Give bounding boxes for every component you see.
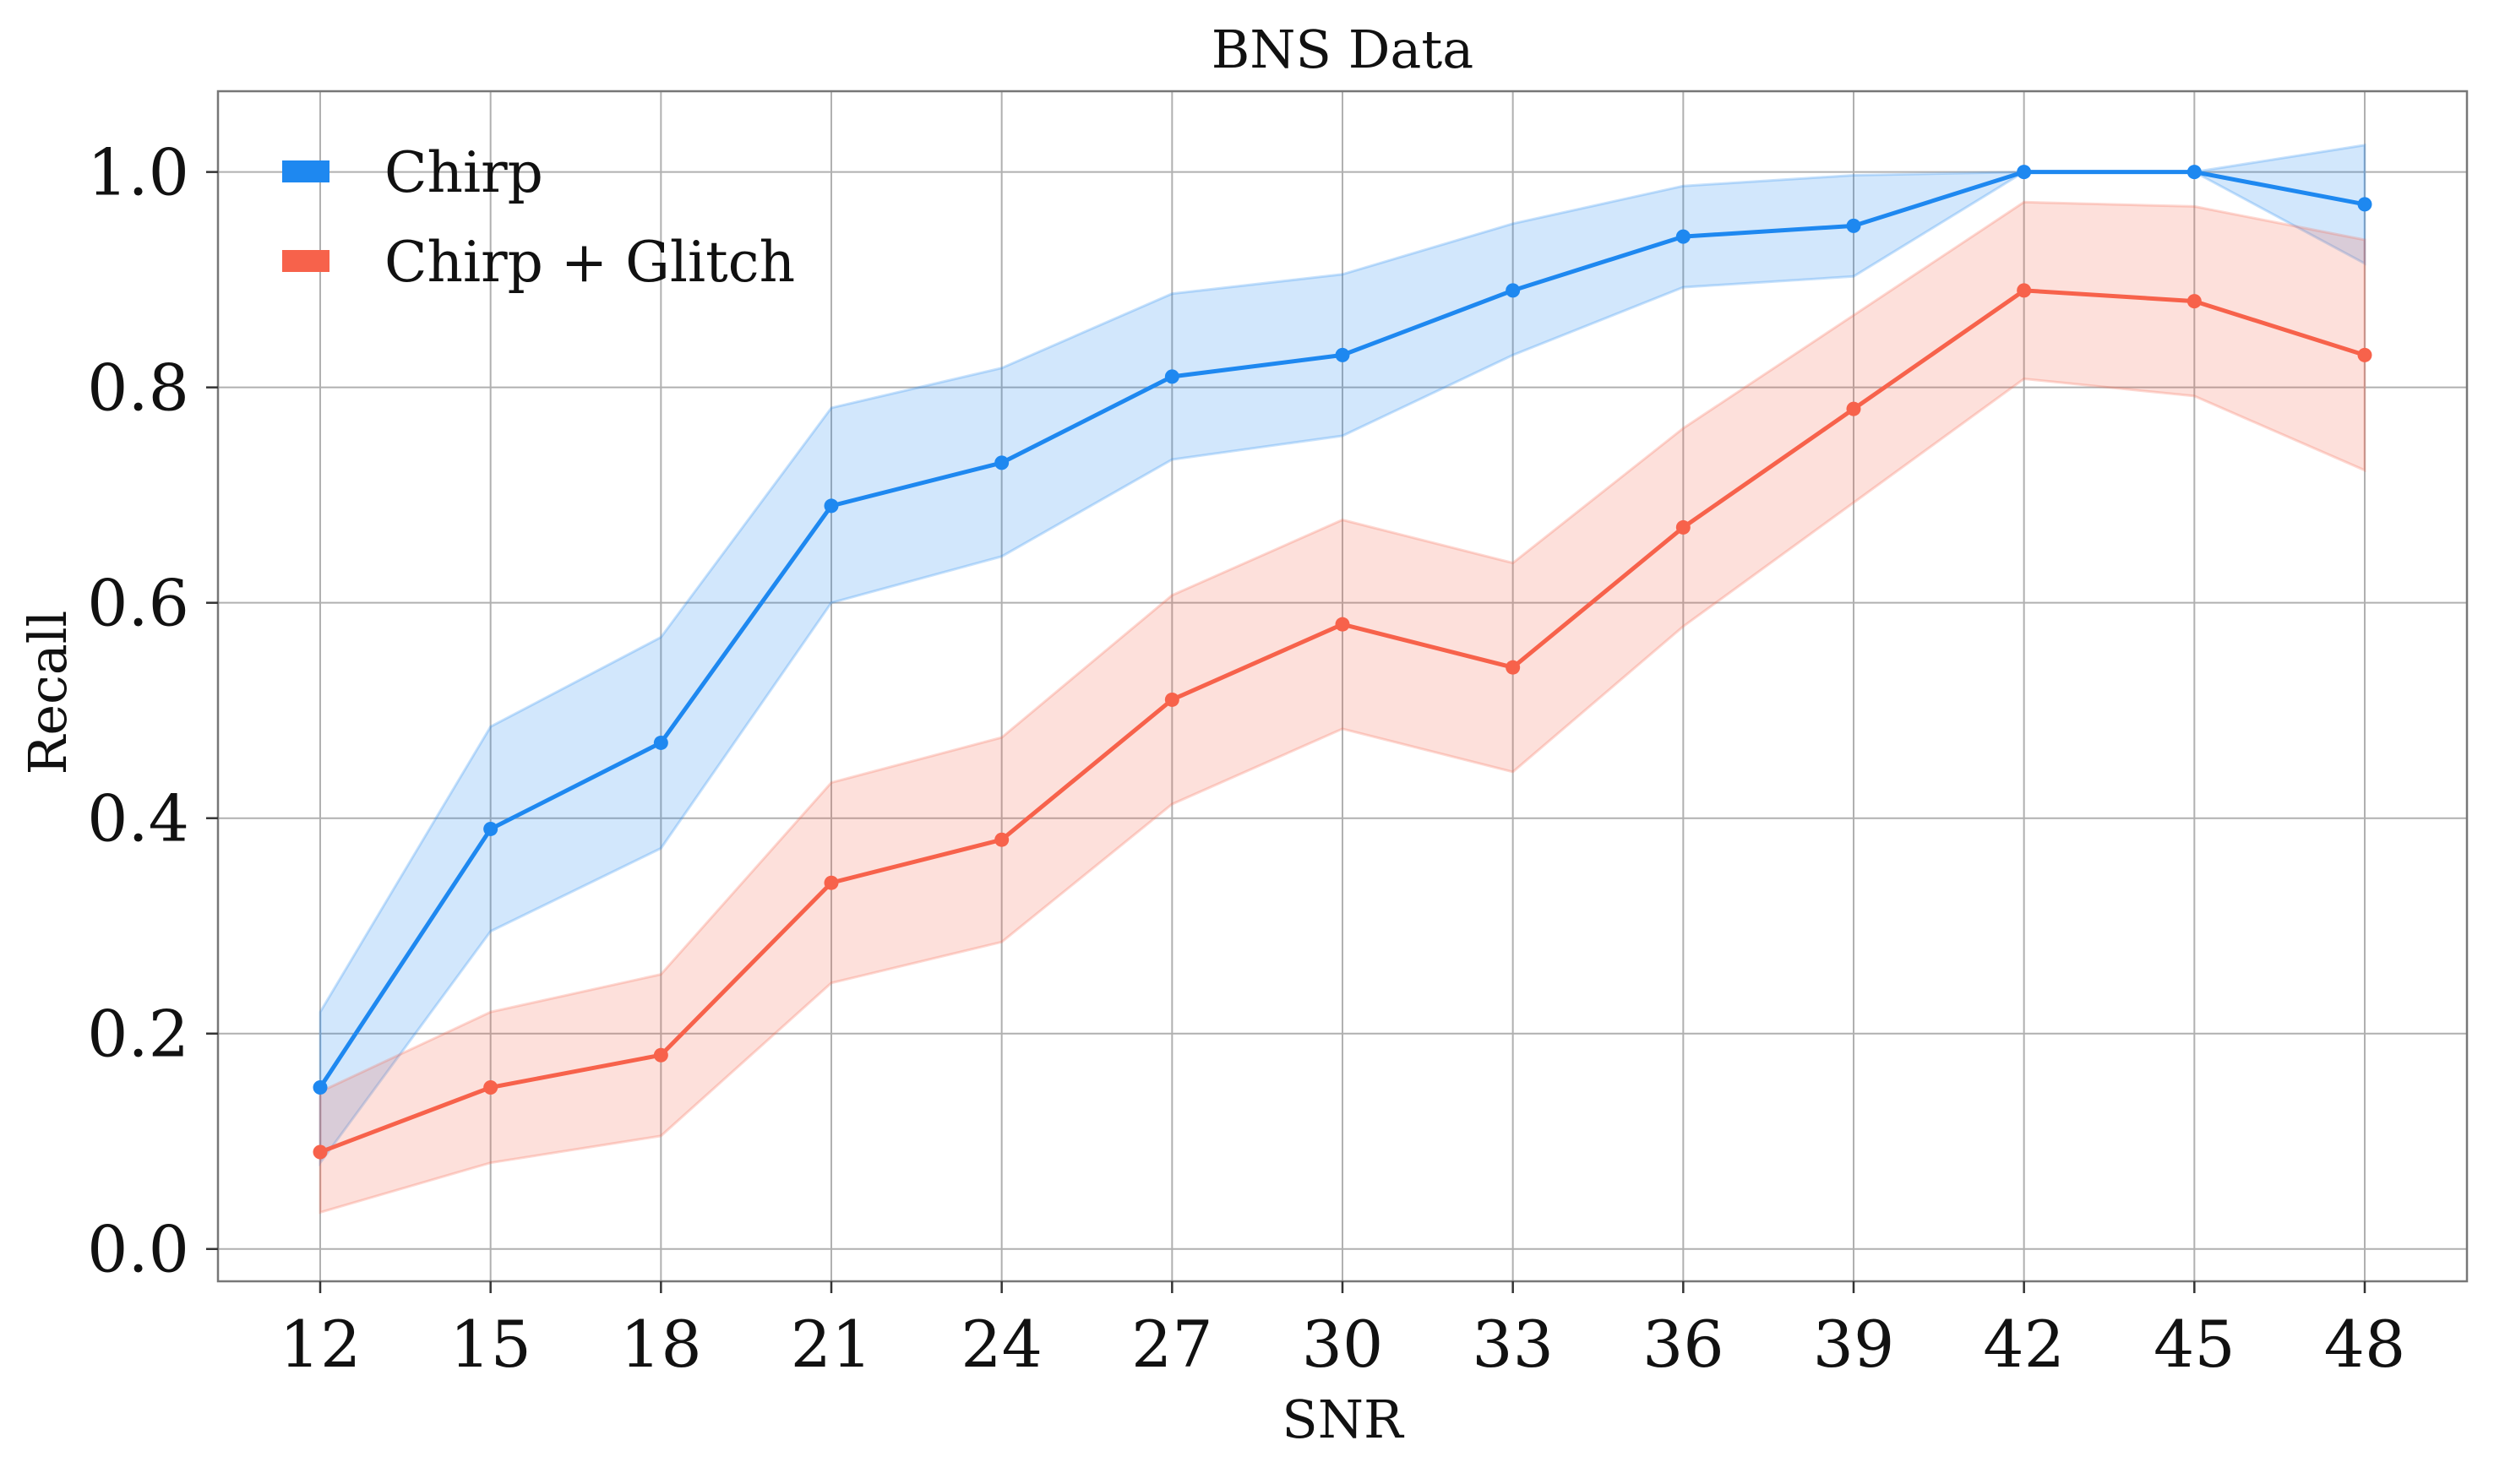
point-chirp-glitch	[313, 1144, 328, 1160]
point-chirp-glitch	[1164, 692, 1179, 707]
point-chirp-glitch	[1675, 519, 1691, 535]
band-chirp-glitch	[319, 200, 2366, 1215]
point-chirp	[1164, 369, 1179, 384]
point-chirp	[1335, 347, 1350, 362]
point-chirp	[824, 498, 839, 514]
legend-swatch-chirp	[282, 160, 329, 182]
y-tick-label: 0.6	[87, 566, 189, 641]
x-tick-label: 21	[791, 1307, 873, 1382]
x-tick-label: 18	[620, 1307, 702, 1382]
x-tick-label: 48	[2324, 1307, 2406, 1382]
axis-ticks	[206, 171, 2366, 1293]
point-chirp	[1506, 283, 1521, 298]
x-tick-label: 12	[280, 1307, 362, 1382]
y-tick-label: 0.4	[87, 781, 189, 856]
x-tick-label: 15	[449, 1307, 531, 1382]
legend-label-chirp: Chirp	[384, 140, 543, 205]
y-tick-label: 1.0	[87, 135, 189, 210]
point-chirp	[2357, 197, 2372, 212]
point-chirp-glitch	[2017, 283, 2032, 298]
legend-swatch-chirp-glitch	[282, 250, 329, 272]
point-chirp-glitch	[824, 875, 839, 890]
x-tick-label: 39	[1813, 1307, 1895, 1382]
point-chirp-glitch	[1335, 617, 1350, 632]
y-tick-label: 0.8	[87, 351, 189, 426]
point-chirp	[2017, 165, 2032, 180]
legend: Chirp Chirp + Glitch	[282, 140, 795, 295]
point-chirp-glitch	[653, 1047, 668, 1063]
point-chirp-glitch	[994, 832, 1010, 847]
y-tick-label: 0.0	[87, 1212, 189, 1287]
point-chirp-glitch	[1506, 660, 1521, 675]
point-chirp	[313, 1079, 328, 1095]
y-tick-label: 0.2	[87, 997, 189, 1072]
legend-label-chirp-glitch: Chirp + Glitch	[384, 230, 795, 295]
x-tick-label: 42	[1983, 1307, 2065, 1382]
point-chirp	[1846, 218, 1861, 233]
x-tick-label: 36	[1642, 1307, 1724, 1382]
x-tick-label: 24	[961, 1307, 1043, 1382]
x-tick-label: 27	[1131, 1307, 1213, 1382]
chart-title: BNS Data	[1212, 19, 1474, 80]
point-chirp-glitch	[2357, 347, 2372, 362]
point-chirp-glitch	[2186, 294, 2202, 309]
point-chirp	[2186, 165, 2202, 180]
point-chirp	[653, 735, 668, 750]
point-chirp	[483, 821, 498, 836]
x-tick-label: 33	[1472, 1307, 1554, 1382]
x-axis-label: SNR	[1282, 1389, 1405, 1450]
x-tick-label: 30	[1302, 1307, 1384, 1382]
axis-tick-labels: 12 15 18 21 24 27 30 33 36 39 42 45 48 0.0 0.2 0.4 0.6 0.…	[87, 135, 2405, 1382]
y-axis-label: Recall	[17, 611, 79, 775]
point-chirp-glitch	[483, 1079, 498, 1095]
series-points	[313, 165, 2372, 1160]
x-tick-label: 45	[2154, 1307, 2235, 1382]
point-chirp-glitch	[1846, 401, 1861, 416]
point-chirp	[1675, 229, 1691, 244]
point-chirp	[994, 455, 1010, 470]
